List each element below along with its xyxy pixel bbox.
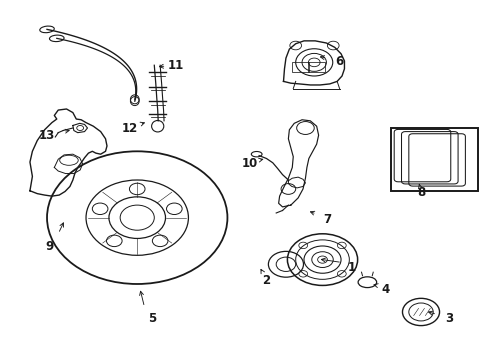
Text: 3: 3 [444,311,452,325]
Text: 4: 4 [381,283,389,296]
Bar [307,62,325,72]
Circle shape [120,205,154,230]
Text: 5: 5 [147,311,156,325]
Text: 13: 13 [39,129,55,142]
Text: 10: 10 [241,157,257,170]
Text: 9: 9 [45,240,54,253]
Text: 11: 11 [168,59,184,72]
Text: 7: 7 [323,213,331,226]
Text: 2: 2 [262,274,270,287]
Bar [291,62,309,72]
Text: 12: 12 [122,122,138,135]
Circle shape [317,256,327,263]
Text: 8: 8 [416,186,424,199]
Text: 6: 6 [335,55,343,68]
Text: 1: 1 [347,261,355,274]
Bar [390,128,477,191]
